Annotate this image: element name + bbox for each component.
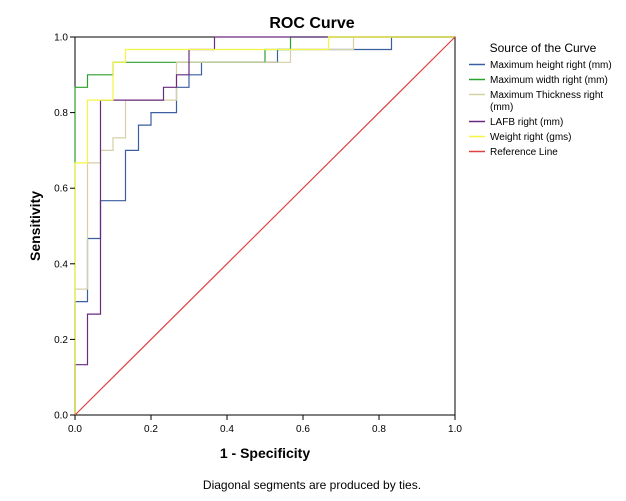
y-tick-label: 0.0 <box>54 411 68 422</box>
y-tick-label: 1.0 <box>54 33 68 44</box>
y-axis-title: Sensitivity <box>27 191 43 261</box>
series-line-maximum-thickness-right-mm <box>74 36 455 415</box>
y-tick-label: 0.6 <box>54 184 68 195</box>
legend-label: Maximum width right (mm) <box>490 75 608 86</box>
x-tick-label: 1.0 <box>448 424 462 435</box>
legend-label: Maximum height right (mm) <box>490 60 612 71</box>
legend-label: LAFB right (mm) <box>490 117 563 128</box>
y-axis-ticks: 0.0 0.2 0.4 0.6 0.8 1.0 <box>54 33 75 422</box>
series-line-maximum-height-right-mm <box>74 36 455 415</box>
legend-label: Maximum Thickness right (mm) <box>490 90 603 113</box>
series-line-reference-line <box>74 36 456 416</box>
legend-item-maximum-width-right-mm: Maximum width right (mm) <box>469 75 608 86</box>
x-axis-title: 1 - Specificity <box>220 445 310 461</box>
series-layer <box>74 36 456 416</box>
y-tick-label: 0.4 <box>54 259 68 270</box>
footnote: Diagonal segments are produced by ties. <box>203 478 421 492</box>
legend-title: Source of the Curve <box>490 41 597 55</box>
legend-label: Reference Line <box>490 147 558 158</box>
series-line-weight-right-gms <box>74 36 455 415</box>
chart-title: ROC Curve <box>269 15 354 32</box>
legend: Source of the Curve Maximum height right… <box>469 41 612 158</box>
x-tick-label: 0.0 <box>68 424 82 435</box>
y-tick-label: 0.8 <box>54 108 68 119</box>
legend-item-maximum-height-right-mm: Maximum height right (mm) <box>469 60 612 71</box>
x-tick-label: 0.6 <box>296 424 310 435</box>
legend-entries: Maximum height right (mm) Maximum width r… <box>469 60 612 158</box>
legend-item-maximum-thickness-right-mm: Maximum Thickness right (mm) <box>469 90 603 113</box>
legend-item-reference-line: Reference Line <box>469 147 558 158</box>
x-tick-label: 0.4 <box>220 424 234 435</box>
y-tick-label: 0.2 <box>54 335 68 346</box>
x-tick-label: 0.2 <box>144 424 158 435</box>
legend-item-weight-right-gms: Weight right (gms) <box>469 132 572 143</box>
x-tick-label: 0.8 <box>372 424 386 435</box>
x-axis-ticks: 0.0 0.2 0.4 0.6 0.8 1.0 <box>68 415 462 435</box>
legend-label: Weight right (gms) <box>490 132 572 143</box>
legend-item-lafb-right-mm: LAFB right (mm) <box>469 117 563 128</box>
